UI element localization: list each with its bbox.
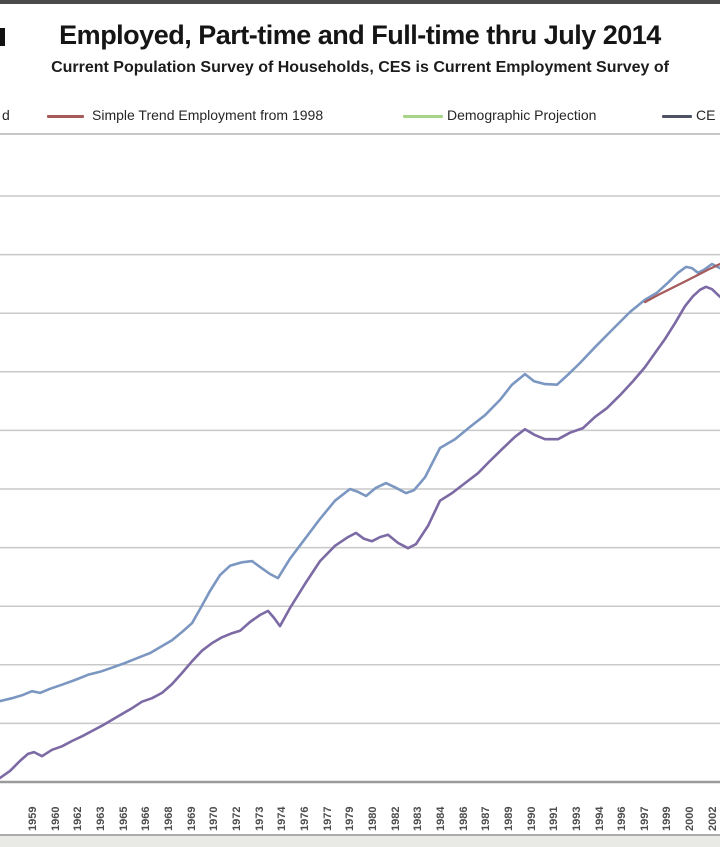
line-chart-canvas bbox=[0, 195, 720, 784]
legend-label-demographic-projection: Demographic Projection bbox=[447, 107, 597, 123]
x-tick-label-1959: 1959 bbox=[27, 806, 39, 831]
x-tick-label-1993: 1993 bbox=[570, 806, 583, 831]
legend-swatch-ces-truncated bbox=[662, 115, 692, 118]
x-tick-label-1960: 1960 bbox=[49, 806, 62, 831]
chart-legend: d Simple Trend Employment from 1998 Demo… bbox=[0, 100, 720, 135]
x-tick-label-1963: 1963 bbox=[94, 806, 107, 831]
legend-swatch-demographic-projection bbox=[403, 115, 443, 118]
plot-area bbox=[0, 135, 720, 785]
legend-label-simple-trend: Simple Trend Employment from 1998 bbox=[92, 107, 324, 123]
x-tick-label-1968: 1968 bbox=[162, 806, 175, 831]
x-tick-label-1973: 1973 bbox=[253, 806, 266, 831]
x-tick-label-1970: 1970 bbox=[208, 806, 221, 831]
x-tick-label-1982: 1982 bbox=[389, 806, 402, 831]
cropped-bottom-border bbox=[0, 834, 720, 847]
x-tick-label-1986: 1986 bbox=[457, 806, 470, 831]
legend-label-employed-truncated: d bbox=[2, 107, 10, 123]
x-tick-label-2002: 2002 bbox=[706, 806, 719, 831]
cropped-top-border bbox=[0, 0, 720, 4]
employment-lower-purple-line bbox=[0, 285, 720, 780]
legend-label-ces-truncated: CE bbox=[696, 107, 716, 123]
x-tick-label-1977: 1977 bbox=[321, 806, 334, 831]
legend-swatch-simple-trend bbox=[47, 115, 84, 118]
x-tick-label-1987: 1987 bbox=[480, 806, 493, 831]
cropped-left-edge-fragment bbox=[0, 28, 5, 46]
chart-title: Employed, Part-time and Full-time thru J… bbox=[59, 20, 661, 50]
chart-subtitle: Current Population Survey of Households,… bbox=[51, 59, 669, 76]
x-tick-label-1980: 1980 bbox=[366, 806, 379, 831]
x-tick-label-1979: 1979 bbox=[344, 806, 357, 831]
x-tick-label-1997: 1997 bbox=[638, 806, 651, 831]
x-tick-label-1966: 1966 bbox=[140, 806, 153, 831]
x-tick-label-1972: 1972 bbox=[230, 806, 243, 831]
x-tick-label-1996: 1996 bbox=[616, 806, 629, 831]
x-tick-label-1976: 1976 bbox=[298, 806, 311, 831]
x-tick-label-1974: 1974 bbox=[276, 806, 289, 831]
x-tick-label-1965: 1965 bbox=[117, 806, 130, 831]
x-tick-label-1984: 1984 bbox=[434, 806, 447, 831]
x-tick-label-1994: 1994 bbox=[593, 806, 606, 831]
x-tick-label-1962: 1962 bbox=[72, 806, 85, 831]
employment-household-survey-blue-line bbox=[0, 262, 720, 703]
x-tick-label-1983: 1983 bbox=[412, 806, 425, 831]
simple-trend-employment-from-1998-red-line bbox=[643, 262, 720, 304]
x-tick-label-1989: 1989 bbox=[502, 806, 515, 831]
x-tick-label-1990: 1990 bbox=[525, 806, 538, 831]
x-tick-label-1999: 1999 bbox=[661, 806, 674, 831]
x-tick-label-1991: 1991 bbox=[548, 806, 561, 831]
x-tick-label-1969: 1969 bbox=[185, 806, 198, 831]
x-tick-label-2000: 2000 bbox=[684, 806, 697, 831]
x-axis-tick-labels: 1959 1960 1962 1963 1965 1966 1968 1969 1970 1972… bbox=[0, 785, 720, 833]
